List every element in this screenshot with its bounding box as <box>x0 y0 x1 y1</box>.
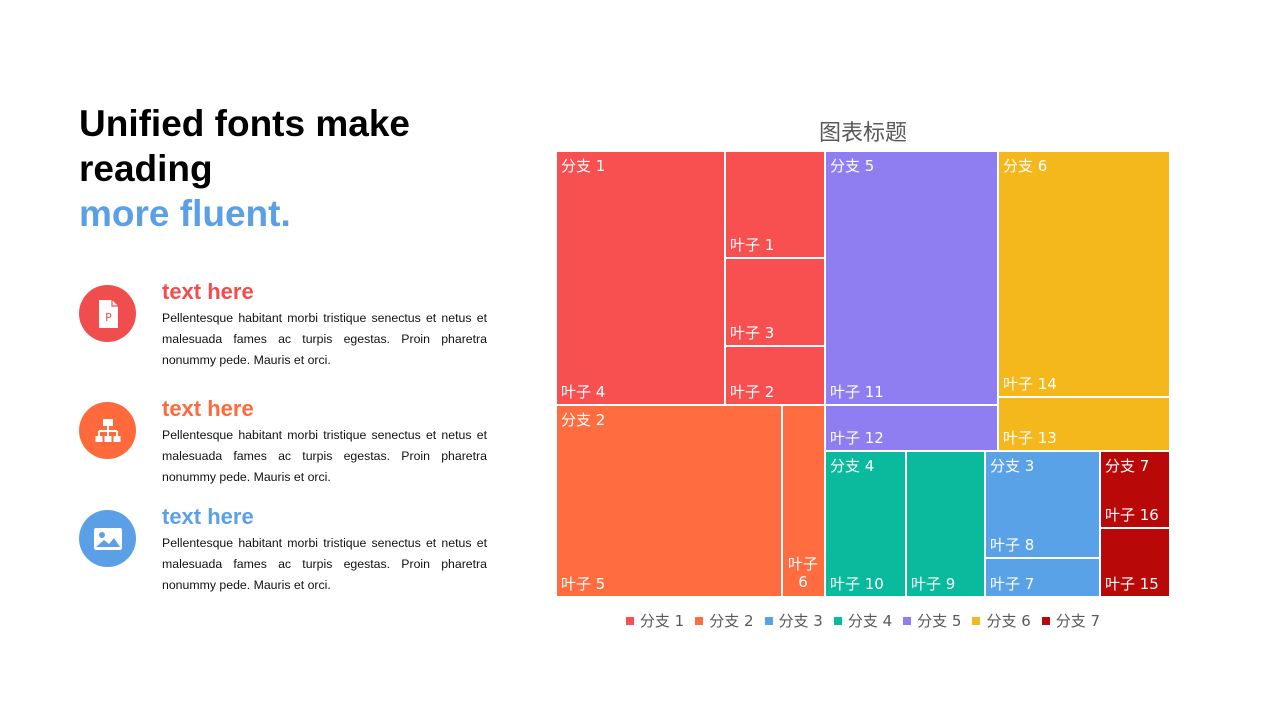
treemap-branch-label: 分支 5 <box>830 157 875 175</box>
treemap-leaf-label: 叶子 9 <box>911 575 956 593</box>
chart-legend: 分支 1 分支 2 分支 3 分支 4 分支 5 分支 6 分支 7 <box>556 610 1170 631</box>
legend-swatch <box>833 616 842 625</box>
chart-title: 图表标题 <box>818 121 907 146</box>
feature-title-3: text here <box>162 504 254 529</box>
legend-swatch <box>1041 616 1050 625</box>
legend-label: 分支 3 <box>778 612 823 630</box>
treemap-leaf-label: 叶子 13 <box>1003 429 1057 447</box>
treemap-leaf-label: 叶子 11 <box>830 383 884 401</box>
headline-line-2: reading <box>79 148 213 189</box>
headline-accent: more fluent. <box>79 193 291 234</box>
legend-item: 分支 2 <box>695 610 754 631</box>
treemap-cell <box>556 405 782 597</box>
feature-body-1: Pellentesque habitant morbi tristique se… <box>162 311 487 367</box>
treemap-leaf-label: 叶子 6 <box>787 555 818 591</box>
legend-swatch <box>972 616 981 625</box>
feature-body-3: Pellentesque habitant morbi tristique se… <box>162 536 487 592</box>
feature-title-1: text here <box>162 279 254 304</box>
treemap-leaf-label: 叶子 10 <box>830 575 884 593</box>
treemap-cell <box>725 151 825 258</box>
legend-swatch <box>695 616 704 625</box>
legend-item: 分支 4 <box>833 610 893 631</box>
legend-item: 分支 7 <box>1041 610 1101 631</box>
treemap-leaf-label: 叶子 7 <box>990 575 1035 593</box>
treemap-leaf-label: 叶子 4 <box>561 383 606 401</box>
treemap-leaf-label: 叶子 8 <box>990 536 1035 554</box>
treemap-chart: 叶子 4 叶子 1 叶子 3 叶子 2 分支 1 叶子 5 叶子 6 分支 2 叶子 8 叶子 7… <box>556 151 1170 597</box>
svg-text:P: P <box>105 311 112 324</box>
treemap-branch-label: 分支 7 <box>1105 457 1150 475</box>
legend-label: 分支 7 <box>1055 612 1101 630</box>
treemap-cell <box>985 558 1100 597</box>
legend-label: 分支 2 <box>709 612 754 630</box>
treemap-leaf-label: 叶子 12 <box>830 429 884 447</box>
treemap-cell <box>985 451 1100 558</box>
headline: Unified fonts make reading more fluent. <box>79 101 499 236</box>
legend-item: 分支 6 <box>972 610 1031 631</box>
treemap-cell <box>825 405 998 451</box>
treemap-branch-label: 分支 1 <box>561 157 606 175</box>
treemap-leaf-label: 叶子 1 <box>730 236 775 254</box>
treemap-cell <box>1100 451 1170 528</box>
headline-line-1: Unified fonts make <box>79 103 410 144</box>
treemap-cell <box>782 405 825 597</box>
treemap-cell <box>825 451 906 597</box>
treemap-leaf-label: 叶子 3 <box>730 324 775 342</box>
treemap-cell <box>998 397 1170 451</box>
treemap-branch-label: 分支 2 <box>561 411 606 429</box>
powerpoint-file-icon: P <box>79 285 136 342</box>
treemap-leaf-label: 叶子 16 <box>1105 506 1159 524</box>
legend-swatch <box>764 616 773 625</box>
treemap-leaf-label: 叶子 15 <box>1105 575 1159 593</box>
treemap-leaf-label: 叶子 5 <box>561 575 606 593</box>
treemap-branch-label: 分支 4 <box>830 457 875 475</box>
treemap-leaf-label: 叶子 2 <box>730 383 775 401</box>
treemap-cell <box>1100 528 1170 597</box>
legend-item: 分支 5 <box>903 610 961 631</box>
legend-swatch <box>625 616 634 625</box>
treemap-cell <box>725 258 825 346</box>
legend-label: 分支 4 <box>847 612 893 630</box>
image-icon <box>79 510 136 567</box>
org-chart-icon <box>79 402 136 459</box>
legend-swatch <box>903 616 912 625</box>
treemap-branch-label: 分支 3 <box>990 457 1035 475</box>
treemap-cell <box>906 451 985 597</box>
treemap-cell <box>998 151 1170 397</box>
treemap-cell <box>725 346 825 405</box>
legend-label: 分支 6 <box>986 612 1031 630</box>
treemap-branch-label: 分支 6 <box>1003 157 1048 175</box>
legend-label: 分支 5 <box>917 612 962 630</box>
treemap-cell <box>825 151 998 405</box>
feature-title-2: text here <box>162 396 254 421</box>
legend-item: 分支 3 <box>764 610 823 631</box>
treemap-cell <box>556 151 725 405</box>
feature-body-2: Pellentesque habitant morbi tristique se… <box>162 428 487 484</box>
legend-item: 分支 1 <box>625 610 685 631</box>
treemap-leaf-label: 叶子 14 <box>1003 375 1057 393</box>
legend-label: 分支 1 <box>639 612 685 630</box>
